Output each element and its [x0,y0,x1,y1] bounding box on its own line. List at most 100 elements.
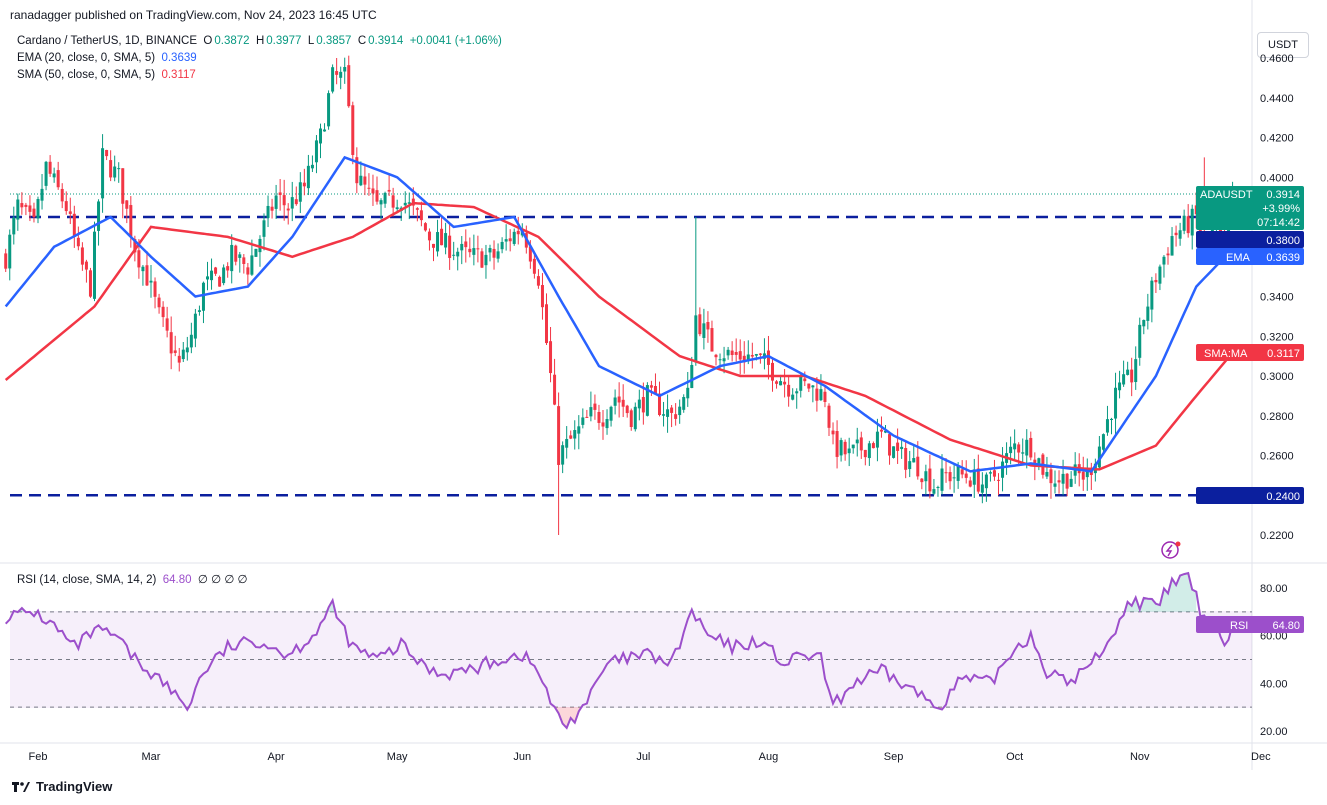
candle-body[interactable] [904,448,908,470]
candle-body[interactable] [278,192,282,195]
candle-body[interactable] [863,449,867,458]
candle-body[interactable] [944,472,948,474]
candle-body[interactable] [851,444,855,449]
candle-body[interactable] [1001,461,1005,478]
alert-icon[interactable] [1161,541,1181,559]
candle-body[interactable] [577,426,581,434]
candle-body[interactable] [545,304,548,344]
candle-body[interactable] [20,203,24,208]
candle-body[interactable] [290,197,294,209]
candle-body[interactable] [795,391,799,394]
candle-body[interactable] [888,434,892,456]
candle-body[interactable] [662,414,666,416]
candle-body[interactable] [177,355,181,363]
candle-body[interactable] [900,446,904,450]
candle-body[interactable] [682,397,686,410]
candle-body[interactable] [1186,216,1190,234]
candle-body[interactable] [1130,369,1134,383]
candle-body[interactable] [48,161,52,174]
sma-legend[interactable]: SMA (50, close, 0, SMA, 5) 0.3117 [17,69,196,81]
candle-body[interactable] [472,248,476,255]
candle-body[interactable] [936,486,940,488]
candle-body[interactable] [52,173,56,178]
candle-body[interactable] [968,480,972,487]
candle-body[interactable] [68,211,72,214]
candle-body[interactable] [549,341,553,374]
candle-body[interactable] [294,199,298,205]
candle-body[interactable] [214,267,218,274]
candle-body[interactable] [218,276,222,287]
candle-body[interactable] [298,182,302,202]
candle-body[interactable] [76,237,80,247]
candle-body[interactable] [246,267,250,275]
candle-body[interactable] [1053,483,1057,487]
candle-body[interactable] [109,160,113,178]
candle-body[interactable] [302,182,306,187]
candle-body[interactable] [173,350,177,353]
candle-body[interactable] [1182,215,1186,231]
candle-body[interactable] [44,161,48,186]
candle-body[interactable] [327,93,331,127]
candle-body[interactable] [1158,266,1162,284]
candle-body[interactable] [924,471,928,482]
candle-body[interactable] [480,251,484,268]
candle-body[interactable] [1017,444,1021,453]
candle-body[interactable] [1178,230,1182,239]
candle-body[interactable] [137,250,141,268]
candle-body[interactable] [101,148,105,199]
sma50-line[interactable] [4,201,1234,471]
candle-body[interactable] [1142,319,1146,327]
candle-body[interactable] [423,223,427,231]
candle-body[interactable] [189,334,193,348]
candle-body[interactable] [952,477,956,479]
candle-body[interactable] [193,313,197,339]
candle-body[interactable] [436,232,440,252]
candle-body[interactable] [359,175,363,186]
level-low-tag[interactable]: 0.2400 [1196,487,1304,504]
candle-body[interactable] [274,195,278,209]
tradingview-logo[interactable]: TradingView [12,779,112,794]
candle-body[interactable] [920,478,924,483]
candle-body[interactable] [448,235,452,258]
candle-body[interactable] [80,247,84,265]
candle-body[interactable] [1037,458,1041,464]
candle-body[interactable] [56,170,60,188]
candle-body[interactable] [1009,446,1013,454]
candle-body[interactable] [803,378,807,382]
ema-tag[interactable]: EMA 0.3639 [1196,248,1304,265]
candle-body[interactable] [674,414,678,419]
candle-body[interactable] [125,200,129,209]
candle-body[interactable] [169,332,173,354]
candle-body[interactable] [1025,439,1029,456]
candle-body[interactable] [266,205,270,218]
candle-body[interactable] [653,386,657,395]
candle-body[interactable] [145,265,149,286]
candle-body[interactable] [452,254,456,256]
candle-body[interactable] [60,188,64,202]
candle-body[interactable] [617,396,621,403]
candle-body[interactable] [1166,253,1170,256]
candle-body[interactable] [347,65,351,107]
candle-body[interactable] [532,258,536,274]
candle-body[interactable] [197,310,201,312]
candle-body[interactable] [319,128,322,144]
candle-body[interactable] [72,213,76,237]
candle-body[interactable] [262,220,266,237]
candle-body[interactable] [165,318,169,331]
candle-body[interactable] [488,248,492,253]
candle-body[interactable] [88,270,92,297]
candle-body[interactable] [621,399,625,407]
candle-body[interactable] [625,405,629,414]
candle-body[interactable] [375,190,379,202]
candle-body[interactable] [93,231,96,299]
candle-body[interactable] [516,230,520,235]
candle-body[interactable] [1021,452,1025,454]
candle-body[interactable] [97,201,101,231]
candle-body[interactable] [884,430,887,433]
candle-body[interactable] [161,306,165,318]
candle-body[interactable] [722,358,726,362]
rsi-line[interactable] [4,571,1234,730]
candle-body[interactable] [645,385,649,416]
candle-body[interactable] [948,472,952,482]
candle-body[interactable] [335,71,339,75]
